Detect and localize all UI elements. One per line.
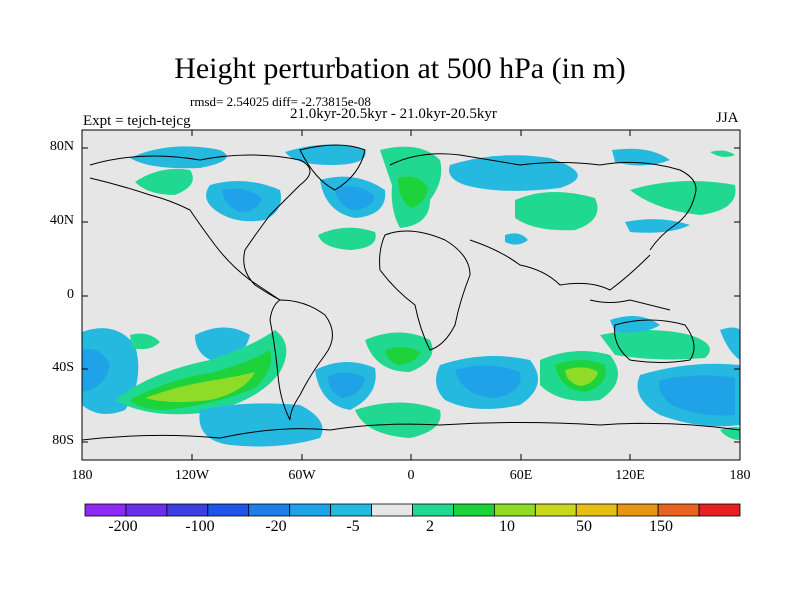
coast-indonesia <box>589 299 671 311</box>
colorbar-box <box>493 503 536 517</box>
stats-label: rmsd= 2.54025 diff= -2.73815e-08 <box>190 94 371 109</box>
field-blue <box>658 375 735 416</box>
colorbar-box <box>698 503 741 517</box>
colorbar-box <box>616 503 659 517</box>
coast-europe <box>389 153 697 251</box>
colorbar <box>84 503 741 517</box>
field-green <box>398 176 428 208</box>
colorbar-box <box>207 503 250 517</box>
colorbar-label: -100 <box>185 518 215 535</box>
field-green <box>355 402 441 438</box>
colorbar-label: 150 <box>649 518 673 535</box>
period-label: 21.0kyr-20.5kyr - 21.0kyr-20.5kyr <box>290 106 497 122</box>
coast-north-america <box>89 154 311 301</box>
field-green <box>630 181 736 215</box>
lat-label: 40N <box>49 213 74 228</box>
field-green <box>135 168 193 195</box>
colorbar-label: 50 <box>576 518 592 535</box>
colorbar-box <box>289 503 332 517</box>
lon-label: 0 <box>407 468 415 483</box>
colorbar-box <box>166 503 209 517</box>
field-green <box>565 367 598 386</box>
field-green <box>130 333 160 350</box>
field-green <box>318 227 376 250</box>
coast-africa <box>379 230 471 351</box>
field-green <box>710 150 735 157</box>
lat-label: 40S <box>52 360 74 375</box>
coast-australia <box>614 319 695 363</box>
colorbar-box <box>534 503 577 517</box>
coastlines <box>82 144 740 441</box>
field-blue <box>222 188 262 212</box>
colorbar-box <box>412 503 454 517</box>
lon-label: 180 <box>71 468 93 483</box>
coast-south-america <box>269 299 333 421</box>
season-label: JJA <box>716 110 739 126</box>
field-blue <box>612 148 670 166</box>
field-green <box>515 191 598 231</box>
contour-fields <box>82 144 740 447</box>
coast-greenland <box>299 144 366 191</box>
field-green <box>385 346 420 365</box>
field-blue <box>335 186 375 210</box>
colorbar-label: -200 <box>108 518 138 535</box>
colorbar-label: 2 <box>426 518 434 535</box>
colorbar-box <box>575 503 618 517</box>
lon-label: 60W <box>288 468 316 483</box>
experiment-label: Expt = tejch-tejcg <box>83 113 191 129</box>
colorbar-label: 10 <box>499 518 515 535</box>
field-green <box>600 330 710 360</box>
colorbar-box <box>84 503 127 517</box>
field-blue <box>449 155 578 191</box>
lon-label: 60E <box>509 468 533 483</box>
field-green <box>145 372 255 403</box>
field-blue <box>505 233 528 245</box>
colorbar-label: -20 <box>265 518 287 535</box>
field-blue <box>625 219 690 233</box>
field-blue <box>82 349 110 392</box>
field-green <box>720 426 740 440</box>
lon-label: 120E <box>615 468 645 483</box>
lat-label: 80N <box>49 139 74 154</box>
coast-antarctica <box>82 422 740 441</box>
lat-label: 0 <box>67 287 74 302</box>
colorbar-box <box>453 503 495 517</box>
chart-title: Height perturbation at 500 hPa (in m) <box>174 52 626 85</box>
field-blue <box>455 365 521 398</box>
field-blue <box>720 327 740 360</box>
lon-label: 120W <box>174 468 210 483</box>
field-blue <box>328 372 365 398</box>
colorbar-box <box>125 503 168 517</box>
lat-label: 80S <box>52 433 74 448</box>
field-blue <box>82 328 139 414</box>
lon-label: 180 <box>729 468 751 483</box>
colorbar-box <box>330 503 372 517</box>
colorbar-label: -5 <box>346 518 360 535</box>
colorbar-box <box>248 503 291 517</box>
axis-ticks <box>82 130 740 460</box>
coast-asia-south <box>469 239 651 291</box>
colorbar-box <box>657 503 700 517</box>
colorbar-box <box>371 503 413 517</box>
field-blue <box>199 403 323 447</box>
